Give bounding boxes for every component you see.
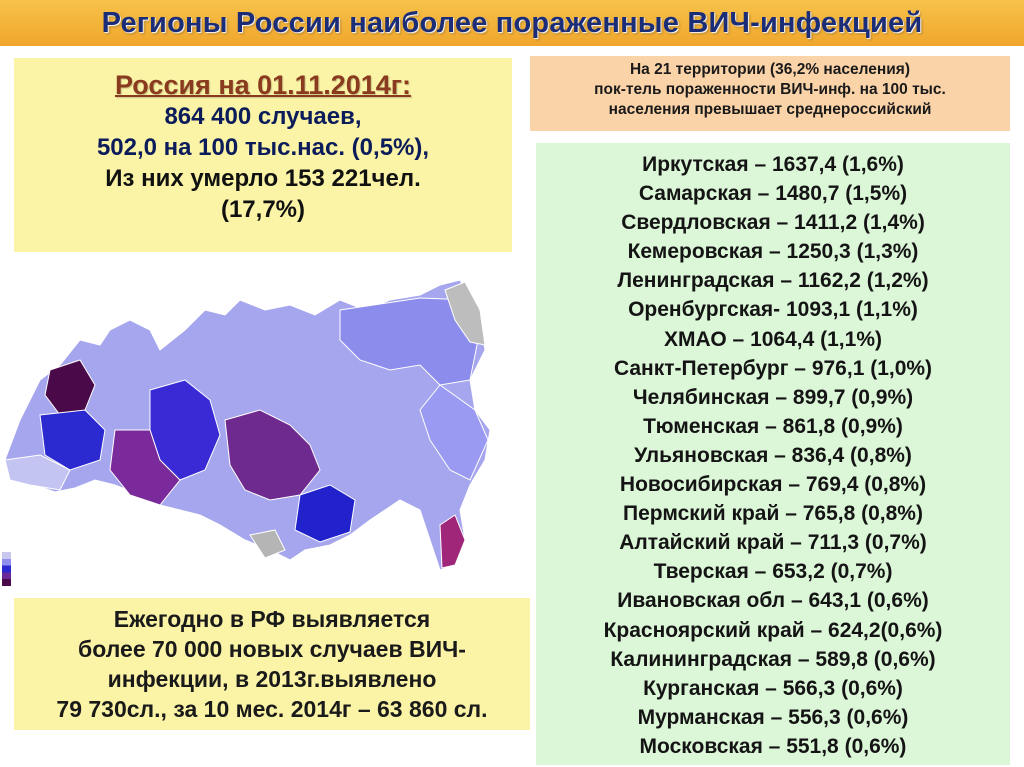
- stats-deaths-pct: (17,7%): [220, 196, 306, 223]
- map-urals-purple: [109, 429, 181, 506]
- region-row: Тюменская – 861,8 (0,9%): [643, 414, 903, 438]
- region-row: Новосибирская – 769,4 (0,8%): [619, 473, 927, 497]
- region-row: Самарская – 1480,7 (1,5%): [638, 182, 908, 206]
- region-row: Тверская – 653,2 (0,7%): [653, 560, 893, 584]
- region-row: Калининградская – 589,8 (0,6%): [610, 647, 936, 671]
- stats-cases: 864 400 случаев,: [164, 103, 362, 130]
- map-primorye: [439, 514, 466, 569]
- region-row: Ивановская обл – 643,1 (0,6%): [617, 589, 929, 613]
- bottom-line-4: 79 730сл., за 10 мес. 2014г – 63 860 сл.: [56, 696, 488, 722]
- region-row: Пермский край – 765,8 (0,8%): [623, 502, 923, 526]
- stats-headline: Россия на 01.11.2014г:: [114, 70, 412, 100]
- bottom-line-1: Ежегодно в РФ выявляется: [113, 606, 431, 632]
- regions-list: Иркутская – 1637,4 (1,6%) Самарская – 14…: [536, 143, 1010, 765]
- region-row: Курганская – 566,3 (0,6%): [643, 676, 903, 700]
- map-siberia-purple: [224, 409, 321, 501]
- region-row: Санкт-Петербург – 976,1 (1,0%): [613, 356, 933, 380]
- info-line-1: На 21 территории (36,2% населения): [629, 61, 911, 78]
- stats-rate: 502,0 на 100 тыс.нас. (0,5%),: [96, 134, 430, 161]
- region-row: Свердловская – 1411,2 (1,4%): [621, 211, 925, 235]
- map-west-blue: [39, 409, 106, 471]
- region-row: Оренбургская- 1093,1 (1,1%): [628, 298, 918, 322]
- russia-map: [0, 270, 530, 600]
- map-south-light: [4, 454, 71, 491]
- map-chukotka: [444, 281, 486, 346]
- map-altai-gray: [249, 529, 286, 559]
- region-row: Кемеровская – 1250,3 (1,3%): [627, 240, 919, 264]
- bottom-line-2: более 70 000 новых случаев ВИЧ-: [78, 636, 466, 662]
- bottom-line-3: инфекции, в 2013г.выявлено: [107, 666, 437, 692]
- yearly-cases-box: Ежегодно в РФ выявляется более 70 000 но…: [14, 598, 530, 730]
- russia-map-graphic: [4, 279, 491, 571]
- russia-stats-box: Россия на 01.11.2014г: 864 400 случаев, …: [14, 58, 512, 252]
- info-line-2: пок-тель пораженности ВИЧ-инф. на 100 ты…: [594, 81, 946, 98]
- region-row: Мурманская – 556,3 (0,6%): [637, 705, 909, 729]
- region-row: ХМАО – 1064,4 (1,1%): [664, 327, 882, 351]
- region-row: Ленинградская – 1162,2 (1,2%): [617, 269, 929, 293]
- map-far-east: [419, 384, 489, 481]
- page-title: Регионы России наиболее пораженные ВИЧ-и…: [101, 6, 923, 39]
- title-bar: Регионы России наиболее пораженные ВИЧ-и…: [0, 0, 1024, 46]
- info-line-3: населения превышает среднероссийский: [608, 101, 932, 118]
- region-row: Челябинская – 899,7 (0,9%): [632, 385, 914, 409]
- map-siberia-blue: [294, 484, 356, 543]
- region-row: Алтайский край – 711,3 (0,7%): [619, 531, 927, 555]
- region-row: Ульяновская – 836,4 (0,8%): [634, 443, 912, 467]
- territories-info-box: На 21 территории (36,2% населения) пок-т…: [530, 56, 1010, 131]
- region-row: Красноярский край – 624,2(0,6%): [603, 618, 943, 642]
- region-row: Иркутская – 1637,4 (1,6%): [642, 153, 904, 176]
- region-row: Московская – 551,8 (0,6%): [639, 734, 907, 758]
- stats-deaths: Из них умерло 153 221чел.: [105, 165, 421, 192]
- map-legend-swatch: [2, 552, 11, 586]
